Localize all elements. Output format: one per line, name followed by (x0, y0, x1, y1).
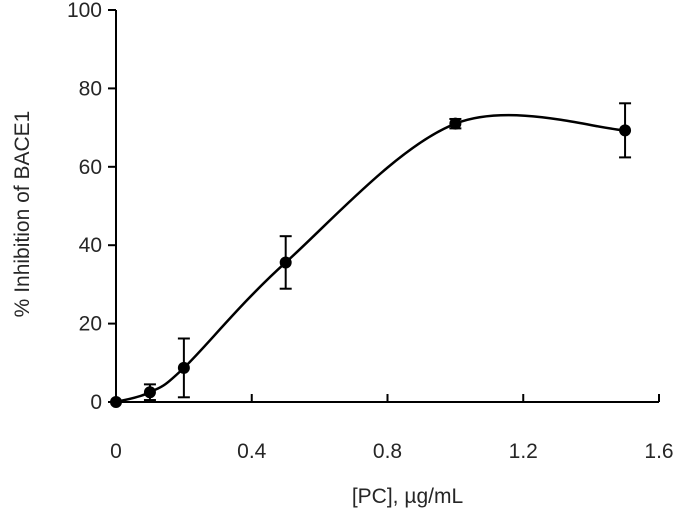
y-axis-title: % Inhibition of BACE1 (11, 111, 34, 318)
data-point (279, 256, 292, 269)
data-point (619, 124, 632, 137)
x-axis-title: [PC], µg/mL (352, 485, 463, 508)
data-point (110, 396, 122, 408)
data-points (110, 117, 632, 408)
data-point (449, 117, 462, 130)
y-ticks: 0 20 40 60 80 100 (67, 0, 116, 414)
fit-curve (115, 113, 626, 404)
y-tick-label: 60 (79, 156, 102, 179)
x-tick-label: 0.4 (237, 440, 267, 463)
error-bars (143, 102, 632, 402)
y-tick-label: 100 (67, 0, 102, 22)
x-tick-label: 0.8 (373, 440, 402, 463)
y-tick-label: 20 (79, 313, 102, 336)
y-tick-label: 40 (79, 234, 102, 257)
data-point (143, 386, 156, 399)
x-tick-label: 1.6 (644, 440, 673, 463)
axes (115, 10, 659, 403)
y-tick-label: 80 (79, 77, 102, 100)
x-ticks: 0 0.4 0.8 1.2 1.6 (110, 394, 674, 463)
x-tick-label: 0 (110, 440, 122, 463)
data-point (177, 361, 190, 374)
y-tick-label: 0 (90, 391, 102, 414)
x-tick-label: 1.2 (509, 440, 538, 463)
